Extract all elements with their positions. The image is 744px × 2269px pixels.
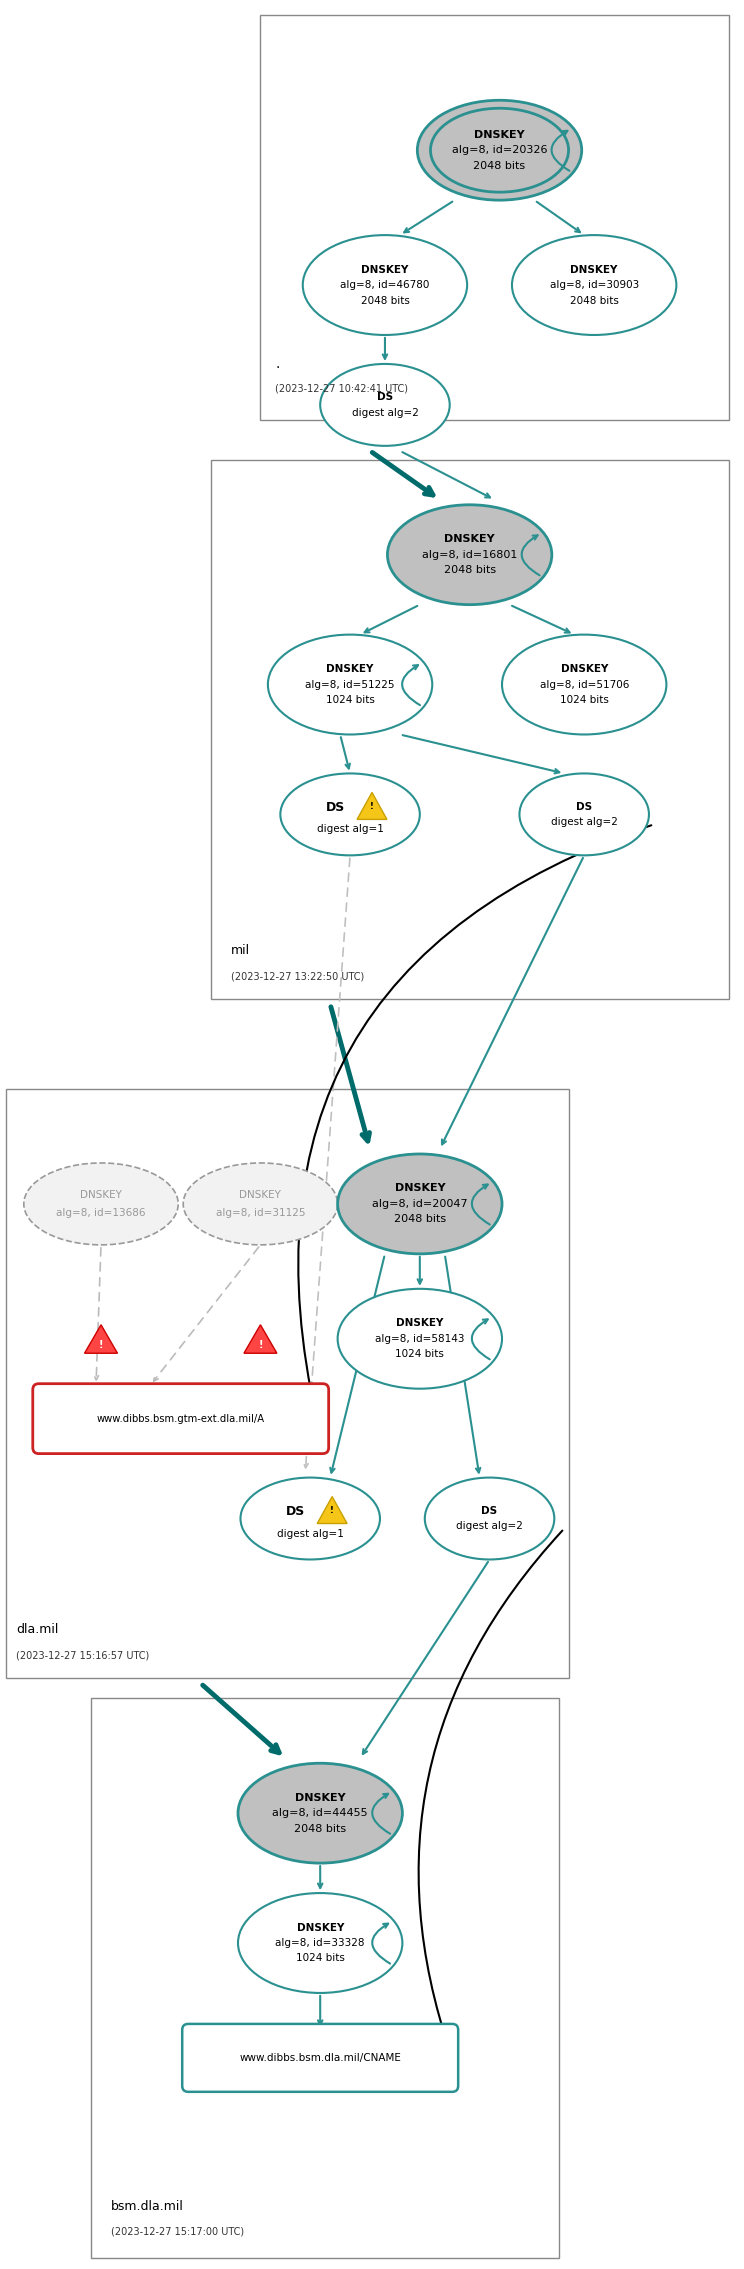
Text: (2023-12-27 10:42:41 UTC): (2023-12-27 10:42:41 UTC) <box>275 383 408 395</box>
Ellipse shape <box>338 1289 502 1389</box>
Text: (2023-12-27 15:17:00 UTC): (2023-12-27 15:17:00 UTC) <box>111 2226 244 2237</box>
Polygon shape <box>7 1089 569 1679</box>
Ellipse shape <box>240 1477 380 1559</box>
Text: alg=8, id=20326: alg=8, id=20326 <box>452 145 548 154</box>
Ellipse shape <box>417 100 582 200</box>
Polygon shape <box>317 1498 347 1522</box>
Ellipse shape <box>183 1164 338 1246</box>
Text: alg=8, id=16801: alg=8, id=16801 <box>422 549 517 560</box>
Ellipse shape <box>268 635 432 735</box>
Text: !: ! <box>330 1507 334 1516</box>
Text: DNSKEY: DNSKEY <box>444 533 495 545</box>
Text: DS: DS <box>286 1504 305 1518</box>
Text: alg=8, id=44455: alg=8, id=44455 <box>272 1808 368 1817</box>
Text: digest alg=2: digest alg=2 <box>456 1520 523 1532</box>
Ellipse shape <box>431 109 568 193</box>
Text: !: ! <box>370 801 374 810</box>
Ellipse shape <box>502 635 667 735</box>
Ellipse shape <box>512 236 676 336</box>
Text: alg=8, id=58143: alg=8, id=58143 <box>375 1334 464 1343</box>
Ellipse shape <box>338 1155 502 1255</box>
Ellipse shape <box>238 1892 403 1992</box>
Text: www.dibbs.bsm.gtm-ext.dla.mil/A: www.dibbs.bsm.gtm-ext.dla.mil/A <box>97 1414 265 1423</box>
FancyBboxPatch shape <box>33 1384 329 1454</box>
Text: alg=8, id=31125: alg=8, id=31125 <box>216 1207 305 1218</box>
Ellipse shape <box>320 363 449 445</box>
Text: www.dibbs.bsm.dla.mil/CNAME: www.dibbs.bsm.dla.mil/CNAME <box>240 2053 401 2063</box>
Text: DS: DS <box>481 1507 498 1516</box>
Ellipse shape <box>280 774 420 855</box>
Text: !: ! <box>258 1339 263 1350</box>
Text: (2023-12-27 15:16:57 UTC): (2023-12-27 15:16:57 UTC) <box>16 1650 150 1661</box>
Polygon shape <box>244 1325 277 1352</box>
Ellipse shape <box>388 504 552 604</box>
Polygon shape <box>211 461 728 998</box>
Text: DNSKEY: DNSKEY <box>474 129 525 141</box>
Text: DNSKEY: DNSKEY <box>394 1184 445 1193</box>
Text: alg=8, id=51706: alg=8, id=51706 <box>539 678 629 690</box>
Text: alg=8, id=30903: alg=8, id=30903 <box>550 279 639 290</box>
Polygon shape <box>91 1697 559 2258</box>
Text: alg=8, id=46780: alg=8, id=46780 <box>340 279 429 290</box>
Text: alg=8, id=20047: alg=8, id=20047 <box>372 1198 468 1209</box>
Polygon shape <box>357 792 387 819</box>
Text: DNSKEY: DNSKEY <box>80 1189 122 1200</box>
Text: 2048 bits: 2048 bits <box>294 1824 346 1833</box>
Text: 2048 bits: 2048 bits <box>394 1214 446 1225</box>
Ellipse shape <box>519 774 649 855</box>
Text: 1024 bits: 1024 bits <box>395 1350 444 1359</box>
Text: 2048 bits: 2048 bits <box>473 161 525 170</box>
Text: DNSKEY: DNSKEY <box>362 265 408 275</box>
Text: 1024 bits: 1024 bits <box>296 1954 344 1963</box>
Text: alg=8, id=33328: alg=8, id=33328 <box>275 1938 365 1949</box>
Polygon shape <box>85 1325 118 1352</box>
Text: digest alg=2: digest alg=2 <box>551 817 618 828</box>
Text: mil: mil <box>231 944 250 958</box>
Text: DNSKEY: DNSKEY <box>571 265 618 275</box>
Ellipse shape <box>24 1164 179 1246</box>
Text: alg=8, id=13686: alg=8, id=13686 <box>57 1207 146 1218</box>
Text: (2023-12-27 13:22:50 UTC): (2023-12-27 13:22:50 UTC) <box>231 971 364 980</box>
Text: DNSKEY: DNSKEY <box>297 1922 344 1933</box>
Text: DS: DS <box>576 801 592 812</box>
Text: DNSKEY: DNSKEY <box>327 665 373 674</box>
Text: DS: DS <box>377 393 393 402</box>
Text: digest alg=1: digest alg=1 <box>317 824 383 835</box>
Text: 1024 bits: 1024 bits <box>326 694 374 706</box>
Ellipse shape <box>425 1477 554 1559</box>
Text: DS: DS <box>326 801 344 815</box>
Text: DNSKEY: DNSKEY <box>396 1318 443 1327</box>
Text: 2048 bits: 2048 bits <box>570 295 618 306</box>
Text: DNSKEY: DNSKEY <box>560 665 608 674</box>
Text: dla.mil: dla.mil <box>16 1622 59 1636</box>
Text: .: . <box>275 356 280 370</box>
Text: 1024 bits: 1024 bits <box>559 694 609 706</box>
Text: 2048 bits: 2048 bits <box>443 565 496 576</box>
Polygon shape <box>260 16 728 420</box>
FancyBboxPatch shape <box>182 2024 458 2092</box>
Text: digest alg=2: digest alg=2 <box>351 408 418 417</box>
Text: 2048 bits: 2048 bits <box>361 295 409 306</box>
Text: digest alg=1: digest alg=1 <box>277 1529 344 1538</box>
Ellipse shape <box>238 1763 403 1863</box>
Text: !: ! <box>99 1339 103 1350</box>
Text: DNSKEY: DNSKEY <box>295 1793 345 1802</box>
Text: alg=8, id=51225: alg=8, id=51225 <box>305 678 395 690</box>
Text: bsm.dla.mil: bsm.dla.mil <box>111 2199 184 2212</box>
Text: DNSKEY: DNSKEY <box>240 1189 281 1200</box>
Ellipse shape <box>303 236 467 336</box>
